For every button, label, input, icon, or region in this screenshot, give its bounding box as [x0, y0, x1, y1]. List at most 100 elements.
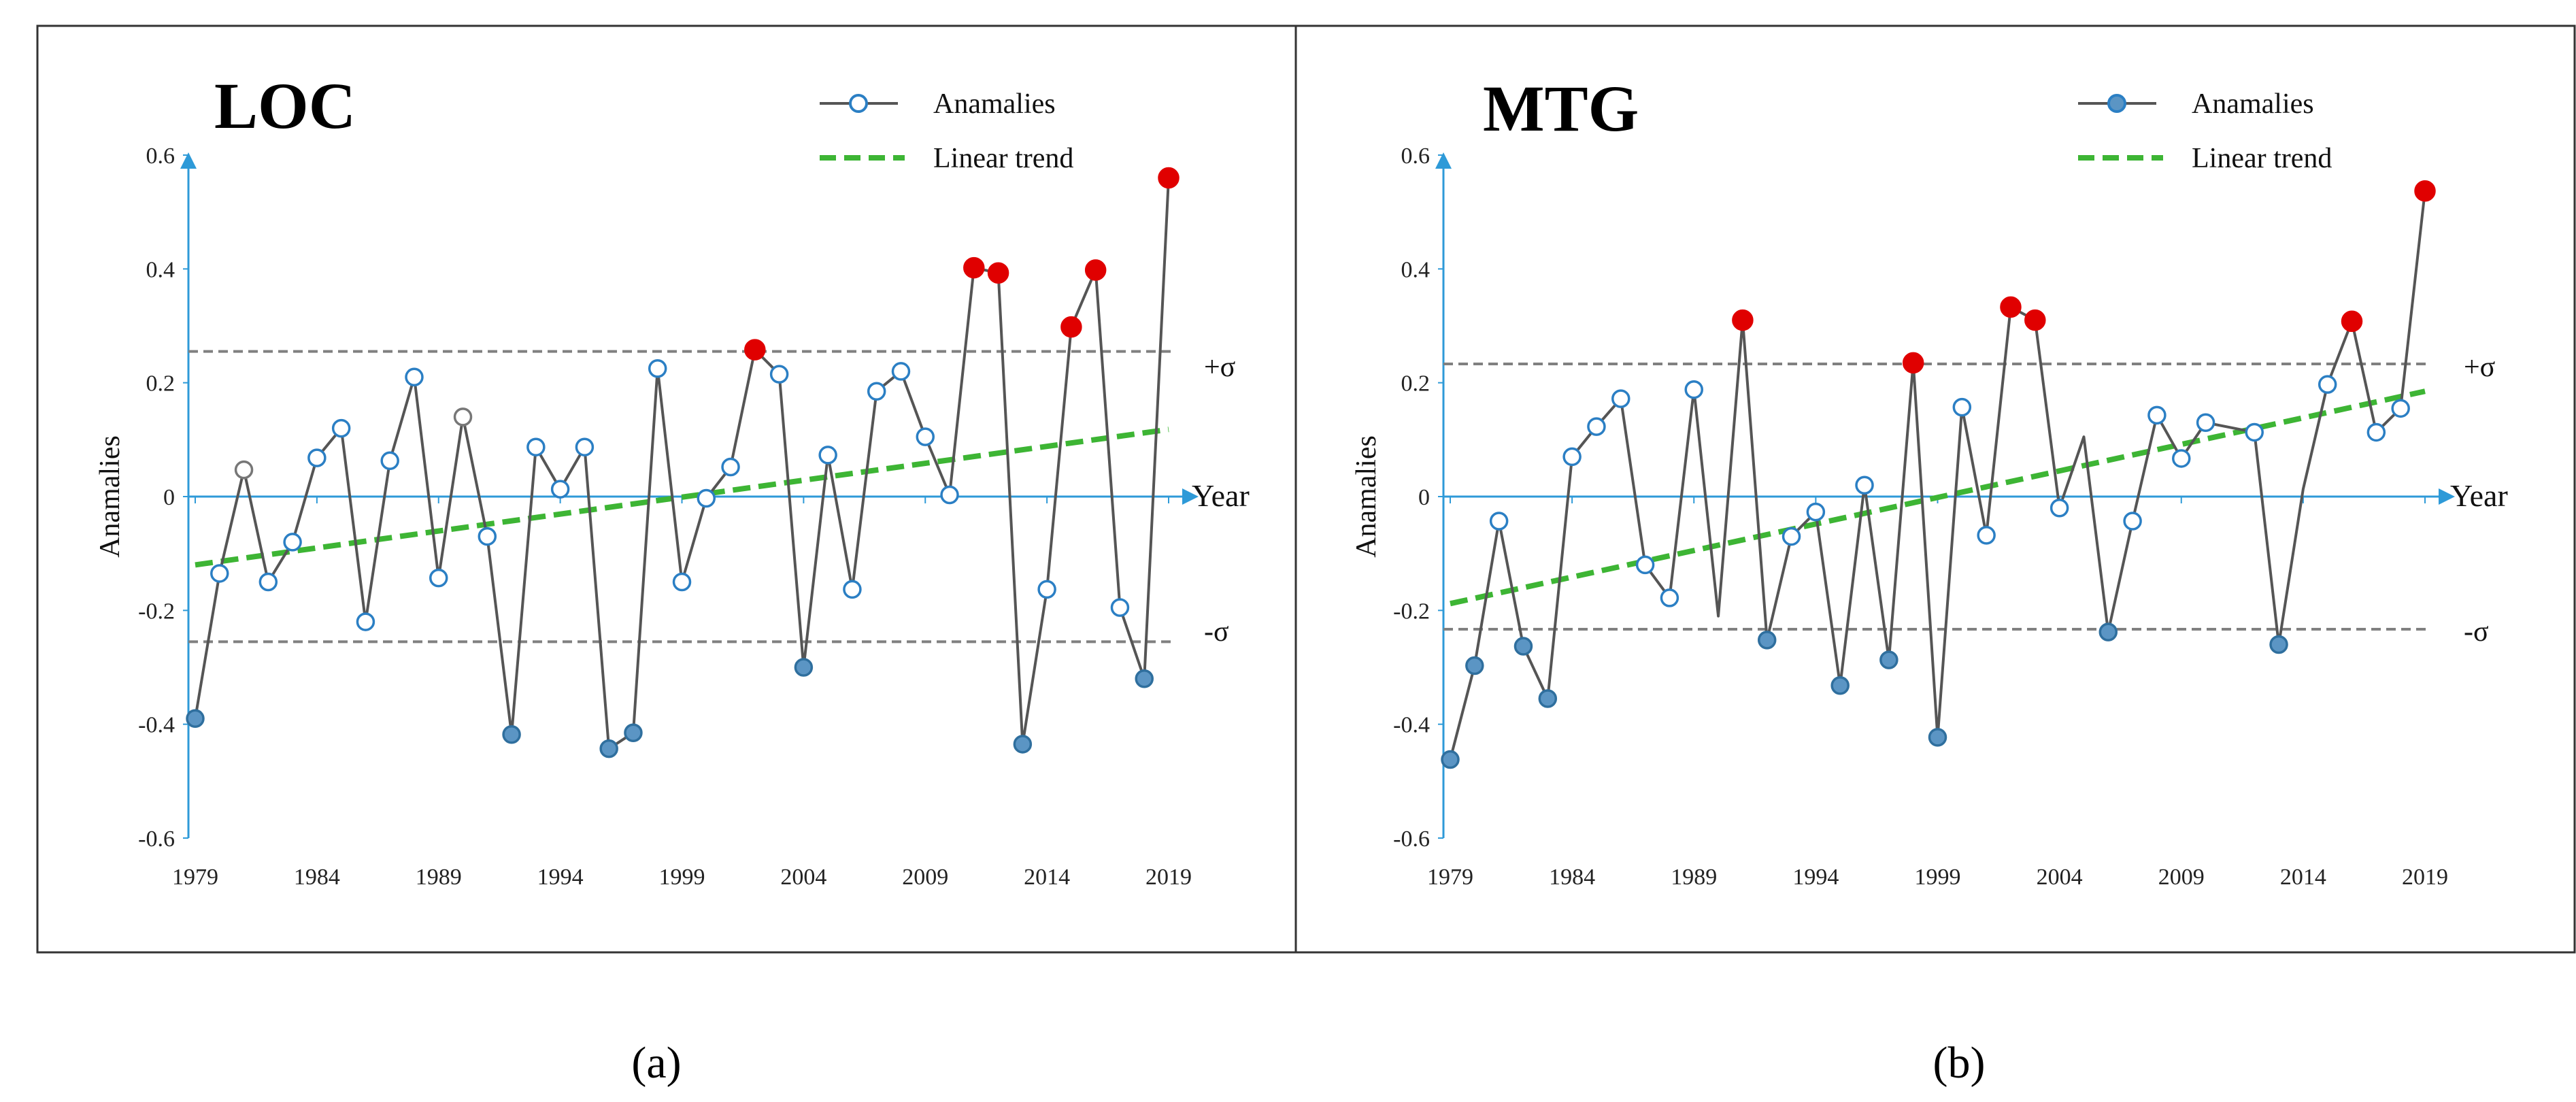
anomaly-line	[194, 178, 1170, 750]
data-point	[818, 446, 837, 465]
y-tick-label: 0.4	[1401, 257, 1431, 282]
data-point	[186, 709, 205, 729]
x-tick-label: 1989	[416, 865, 462, 890]
data-point	[697, 488, 716, 508]
x-tick-label: 1989	[1671, 865, 1717, 890]
y-tick-label: 0.2	[146, 371, 175, 397]
data-point	[331, 418, 351, 438]
y-axis-arrow	[180, 152, 197, 169]
x-tick-label: 1979	[172, 865, 218, 890]
data-point	[2391, 399, 2410, 418]
data-point	[1684, 380, 1703, 399]
x-tick-label: 1999	[1915, 865, 1961, 890]
data-point	[2341, 310, 2363, 333]
data-point	[234, 460, 254, 480]
data-point	[648, 359, 667, 378]
data-point	[2000, 296, 2022, 318]
legend-anomalies-label: Anamalies	[2192, 88, 2314, 120]
sigma-minus-label: -σ	[2464, 616, 2489, 648]
legend: Anamalies Linear trend	[820, 88, 1073, 174]
tick-labels: 0.6 0.4 0.2 0 -0.2 -0.4 -0.6 1979 1984 1989 1994 19…	[1393, 144, 2448, 890]
data-point	[2123, 512, 2142, 531]
tick-labels: 0.6 0.4 0.2 0 -0.2 -0.4 -0.6 1979 1984 1989 1994 19…	[138, 144, 1192, 890]
x-tick-label: 2009	[2158, 865, 2205, 890]
y-tick-label: 0.6	[1401, 144, 1431, 169]
x-tick-label: 2014	[2280, 865, 2326, 890]
data-point	[1806, 502, 1826, 522]
data-point	[2269, 635, 2288, 654]
x-axis-arrow	[2439, 488, 2455, 505]
data-point	[1489, 512, 1509, 531]
data-point	[478, 527, 497, 546]
y-tick-label: 0.4	[146, 257, 175, 282]
data-point	[258, 572, 278, 592]
legend-trend-label: Linear trend	[2192, 143, 2332, 174]
data-point	[1952, 397, 1972, 417]
y-axis-arrow	[1435, 152, 1452, 169]
data-point	[429, 568, 448, 588]
data-point	[1110, 598, 1130, 617]
data-point	[2318, 375, 2337, 394]
x-tick-label: 2019	[2402, 865, 2448, 890]
data-point	[526, 437, 546, 456]
data-point	[283, 533, 302, 552]
x-axis-name: Year	[1192, 478, 1250, 513]
data-point	[307, 448, 327, 467]
sigma-plus-label: +σ	[2464, 352, 2495, 383]
data-point	[1037, 580, 1056, 599]
data-point	[1660, 588, 1679, 607]
data-point	[624, 723, 643, 742]
anomaly-series	[1441, 180, 2436, 769]
data-point	[2172, 449, 2191, 468]
data-point	[744, 339, 766, 361]
data-point	[794, 658, 814, 677]
y-tick-label: -0.6	[1393, 826, 1430, 852]
data-point	[1928, 728, 1947, 747]
sigma-minus-label: -σ	[1204, 616, 1229, 648]
data-point	[1538, 689, 1558, 708]
trend-line	[1450, 388, 2426, 607]
data-point	[2147, 405, 2167, 425]
data-point	[356, 612, 375, 631]
data-point	[2098, 622, 2118, 641]
panel-caption: (a)	[631, 1038, 681, 1088]
data-point	[2414, 180, 2436, 202]
y-tick-label: -0.4	[138, 713, 175, 738]
data-point	[550, 480, 570, 499]
data-point	[672, 572, 692, 592]
x-tick-label: 2004	[780, 865, 826, 890]
data-point	[2366, 422, 2386, 442]
data-point	[2196, 413, 2215, 432]
y-tick-label: -0.6	[138, 826, 175, 852]
data-point	[1465, 656, 1484, 675]
data-point	[1611, 389, 1630, 408]
data-point	[1757, 631, 1777, 650]
x-tick-label: 1999	[659, 865, 705, 890]
y-tick-label: -0.2	[1393, 599, 1430, 624]
data-point	[1513, 637, 1533, 656]
y-tick-label: 0	[163, 485, 175, 510]
y-axis-label: Anamalies	[95, 435, 126, 558]
data-point	[843, 580, 862, 599]
data-point	[1782, 527, 1801, 546]
data-point	[916, 427, 935, 446]
data-point	[1732, 309, 1754, 331]
data-point	[1060, 316, 1082, 338]
data-point	[1562, 447, 1582, 467]
y-tick-label: -0.2	[138, 599, 175, 624]
linear-trend-line	[1450, 388, 2426, 607]
data-point	[2245, 422, 2264, 442]
x-tick-label: 2019	[1145, 865, 1192, 890]
y-axis-label: Anamalies	[1351, 435, 1382, 558]
y-tick-label: -0.4	[1393, 713, 1430, 738]
anomaly-series	[186, 167, 1180, 758]
data-point	[1635, 555, 1655, 575]
legend-trend-label: Linear trend	[933, 143, 1073, 174]
data-point	[453, 407, 473, 427]
legend-anomalies-label: Anamalies	[933, 88, 1056, 120]
x-axis-name: Year	[2450, 478, 2508, 513]
data-point	[1587, 417, 1606, 436]
x-tick-label: 2014	[1024, 865, 1070, 890]
legend-anomalies-marker	[2107, 94, 2126, 113]
chart-panel-loc: LOC Anamalies Linear trend Anamalies Yea…	[95, 69, 1250, 1088]
